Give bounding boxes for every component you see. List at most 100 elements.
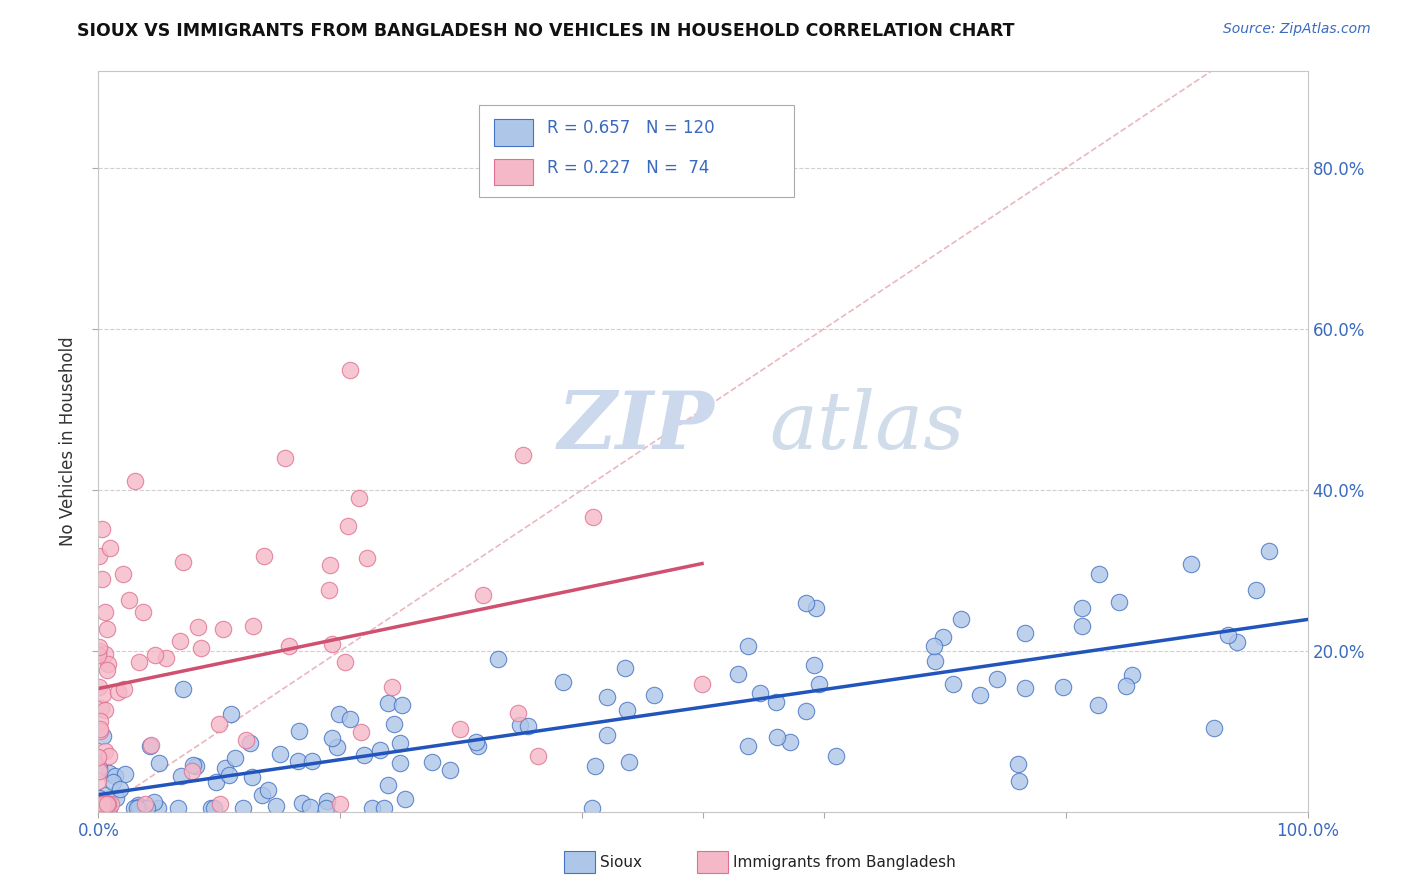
- Point: [141, 738, 163, 752]
- Point: [321, 731, 343, 745]
- Point: [368, 743, 391, 757]
- Point: [87, 761, 110, 775]
- Point: [422, 756, 444, 770]
- Point: [796, 595, 818, 609]
- Point: [139, 739, 162, 754]
- Point: [87, 648, 110, 662]
- Point: [214, 761, 236, 775]
- Point: [90, 522, 112, 536]
- Point: [353, 748, 375, 763]
- Point: [1202, 721, 1225, 735]
- Point: [377, 696, 399, 710]
- Point: [148, 800, 170, 814]
- Point: [232, 800, 254, 814]
- Point: [90, 572, 112, 586]
- Point: [337, 518, 360, 533]
- FancyBboxPatch shape: [494, 159, 533, 186]
- Point: [87, 797, 110, 811]
- Point: [439, 763, 461, 777]
- Point: [301, 755, 323, 769]
- Point: [808, 677, 831, 691]
- Point: [269, 747, 291, 761]
- Point: [94, 789, 117, 803]
- Point: [356, 550, 378, 565]
- FancyBboxPatch shape: [494, 120, 533, 146]
- Point: [1121, 668, 1143, 682]
- Point: [299, 800, 322, 814]
- Point: [124, 474, 146, 488]
- Point: [96, 797, 118, 811]
- Point: [96, 797, 118, 811]
- Point: [1244, 582, 1267, 597]
- Point: [749, 686, 772, 700]
- Point: [287, 754, 309, 768]
- Point: [200, 800, 222, 814]
- Point: [315, 794, 337, 808]
- Point: [89, 724, 111, 739]
- Point: [949, 612, 972, 626]
- Point: [388, 756, 411, 770]
- Point: [1071, 600, 1094, 615]
- Point: [184, 759, 207, 773]
- FancyBboxPatch shape: [697, 851, 728, 873]
- Point: [765, 695, 787, 709]
- Text: R = 0.657   N = 120: R = 0.657 N = 120: [547, 120, 714, 137]
- Point: [224, 750, 246, 764]
- Point: [127, 800, 149, 814]
- Point: [1115, 679, 1137, 693]
- Point: [986, 672, 1008, 686]
- Text: Source: ZipAtlas.com: Source: ZipAtlas.com: [1223, 22, 1371, 37]
- Point: [727, 666, 749, 681]
- Point: [472, 588, 495, 602]
- Point: [969, 688, 991, 702]
- Point: [94, 647, 117, 661]
- Point: [1218, 628, 1240, 642]
- Point: [942, 677, 965, 691]
- Point: [382, 717, 405, 731]
- Point: [90, 800, 112, 814]
- Point: [87, 751, 110, 765]
- Point: [553, 674, 575, 689]
- Point: [350, 724, 373, 739]
- Point: [1071, 618, 1094, 632]
- Point: [205, 775, 228, 789]
- Point: [91, 687, 114, 701]
- Point: [142, 795, 165, 809]
- FancyBboxPatch shape: [564, 851, 595, 873]
- Point: [181, 757, 204, 772]
- Point: [93, 729, 115, 743]
- Point: [394, 792, 416, 806]
- Point: [1008, 774, 1031, 789]
- Point: [90, 701, 112, 715]
- Point: [690, 677, 713, 691]
- Point: [208, 716, 231, 731]
- Point: [1108, 595, 1130, 609]
- Point: [582, 510, 605, 524]
- Point: [127, 800, 149, 814]
- Point: [124, 800, 146, 814]
- Point: [100, 797, 122, 811]
- Point: [132, 605, 155, 619]
- Point: [377, 778, 399, 792]
- Point: [181, 764, 204, 779]
- Point: [94, 744, 117, 758]
- Point: [155, 651, 177, 665]
- Point: [1087, 566, 1109, 581]
- Point: [339, 362, 361, 376]
- Point: [190, 641, 212, 656]
- Point: [339, 712, 361, 726]
- Point: [1258, 544, 1281, 558]
- Point: [90, 800, 112, 814]
- Point: [779, 734, 801, 748]
- Point: [516, 719, 538, 733]
- Point: [219, 707, 242, 722]
- Point: [89, 644, 111, 658]
- Point: [1014, 681, 1036, 695]
- Point: [93, 797, 115, 811]
- Point: [97, 749, 120, 764]
- Point: [335, 656, 357, 670]
- Point: [253, 549, 276, 563]
- Point: [391, 698, 413, 712]
- Point: [96, 623, 118, 637]
- Point: [643, 689, 665, 703]
